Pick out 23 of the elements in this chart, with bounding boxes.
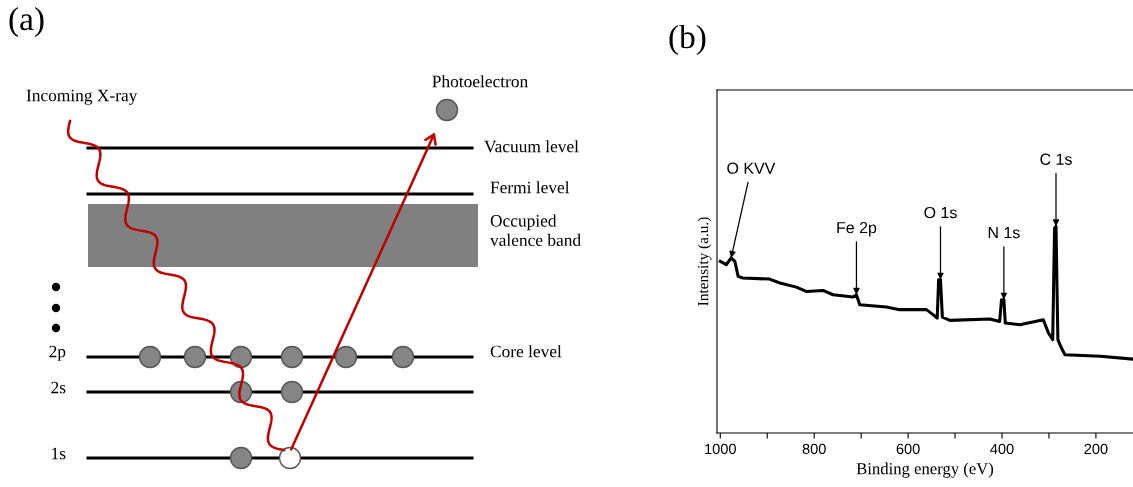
annotation: N 1s [988,227,1020,239]
text: Vacuum level [484,140,579,153]
x-axis-title: Binding energy (eV) [856,462,994,478]
annotation: O KVV [727,162,776,174]
text: Photoelectron [432,75,528,88]
text: Incoming X-ray [26,89,138,105]
y-axis-title: Intensity (a.u.) [697,217,712,306]
text: Fermi level [490,181,570,194]
text: Occupied valence band [490,214,581,247]
x-tick-label: 400 [990,443,1014,455]
text: 1s [52,447,66,460]
annotation: O 1s [924,206,957,219]
x-tick-label: 200 [1084,443,1108,455]
annotation: C 1s [1040,153,1072,165]
chart-title: (b) [669,24,706,56]
x-tick-label: 1000 [705,443,736,455]
x-tick-label: 800 [802,443,826,455]
x-tick-label: 600 [896,443,920,455]
text: Core level [490,345,562,358]
text: 2s [51,381,66,394]
text: 2p [49,345,66,361]
annotation: Fe 2p [837,221,877,237]
text: (a) [9,6,44,38]
